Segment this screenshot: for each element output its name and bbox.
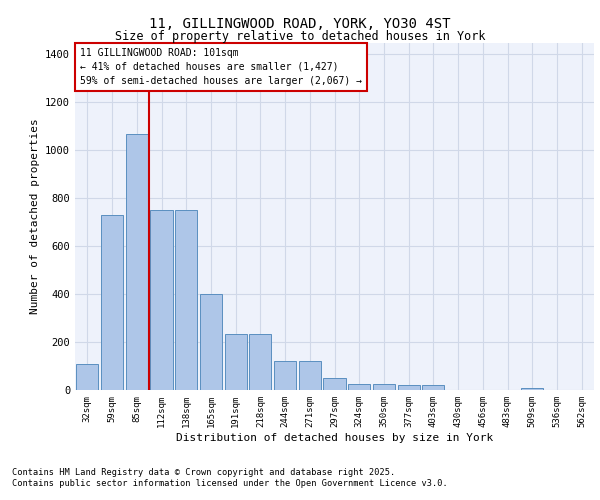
Bar [348,384,370,390]
Bar [175,210,197,390]
Bar [398,385,420,390]
Bar [224,334,247,390]
Bar [373,384,395,390]
Text: Size of property relative to detached houses in York: Size of property relative to detached ho… [115,30,485,43]
Bar [274,361,296,390]
Bar [422,385,445,390]
Bar [151,210,173,390]
Y-axis label: Number of detached properties: Number of detached properties [29,118,40,314]
Bar [299,361,321,390]
X-axis label: Distribution of detached houses by size in York: Distribution of detached houses by size … [176,432,493,442]
Text: 11 GILLINGWOOD ROAD: 101sqm
← 41% of detached houses are smaller (1,427)
59% of : 11 GILLINGWOOD ROAD: 101sqm ← 41% of det… [80,48,362,86]
Bar [101,215,123,390]
Bar [200,294,222,390]
Text: Contains HM Land Registry data © Crown copyright and database right 2025.
Contai: Contains HM Land Registry data © Crown c… [12,468,448,487]
Bar [125,134,148,390]
Bar [323,378,346,390]
Bar [521,388,544,390]
Text: 11, GILLINGWOOD ROAD, YORK, YO30 4ST: 11, GILLINGWOOD ROAD, YORK, YO30 4ST [149,18,451,32]
Bar [76,364,98,390]
Bar [249,334,271,390]
